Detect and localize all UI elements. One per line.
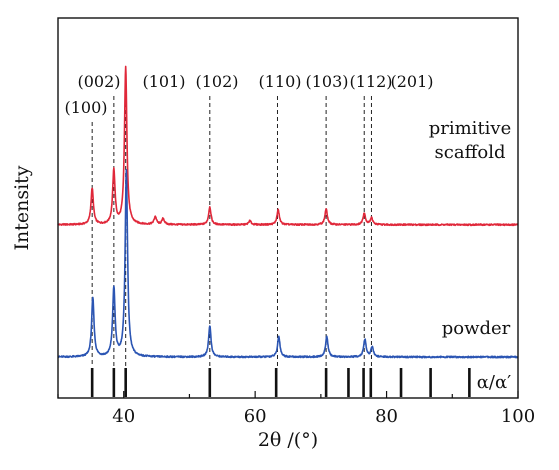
x-tick-label: 100	[501, 406, 535, 427]
series-label-powder: powder	[442, 318, 511, 339]
peak-label: (110)	[258, 72, 301, 91]
x-tick-label: 40	[112, 406, 135, 427]
peak-label: (103)	[305, 72, 348, 91]
peak-label: (112)	[349, 72, 392, 91]
peak-guide-lines	[91, 96, 372, 367]
peak-label: (101)	[142, 72, 185, 91]
peak-label: (201)	[390, 72, 433, 91]
x-axis-title: 2θ /(°)	[258, 429, 318, 451]
peak-label: (002)	[77, 72, 120, 91]
peak-label: (100)	[64, 98, 107, 117]
x-tick-label: 60	[244, 406, 267, 427]
series-line-powder	[57, 168, 519, 359]
peak-labels: (100) (002) (101) (102) (110) (103) (112)(201)	[64, 72, 433, 117]
plot-frame	[57, 17, 519, 399]
series-label-primitive-line1: primitive	[429, 118, 512, 139]
reference-sticks	[90, 368, 471, 397]
series-label-primitive-line2: scaffold	[435, 142, 506, 163]
series-line-primitive-scaffold	[57, 65, 519, 227]
peak-label: (102)	[195, 72, 238, 91]
x-axis-ticks: 40 60 80 100	[57, 391, 535, 427]
y-axis-title: Intensity	[11, 165, 33, 250]
reference-label: α/α′	[477, 372, 511, 393]
x-tick-label: 80	[375, 406, 398, 427]
series-layer	[57, 65, 519, 359]
